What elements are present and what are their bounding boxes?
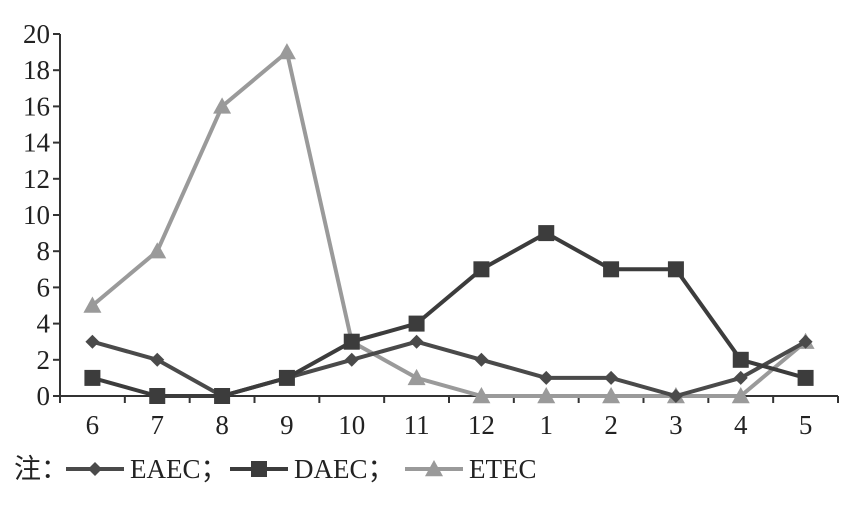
series-layer: [83, 43, 815, 404]
legend: 注： EAEC； DAEC； ETEC: [14, 454, 537, 484]
legend-item-etec: ETEC: [405, 454, 537, 484]
daec-point: [278, 369, 295, 386]
etec-point: [277, 43, 296, 60]
eaec-point: [474, 352, 489, 367]
x-tick-label: 10: [338, 410, 365, 440]
daec-point: [538, 225, 555, 242]
etec-point: [472, 387, 491, 404]
x-tick-label: 11: [404, 410, 430, 440]
y-tick-label: 18: [23, 55, 50, 85]
eaec-point: [539, 370, 554, 385]
daec-point: [214, 388, 231, 404]
series-etec: [83, 43, 815, 404]
series-line-daec: [91, 231, 807, 398]
legend-prefix: 注：: [14, 454, 68, 484]
y-tick-label: 4: [37, 309, 51, 339]
y-tick-label: 2: [37, 345, 51, 375]
etec-point: [537, 387, 556, 404]
y-tick-label: 20: [23, 19, 50, 49]
etec-point: [213, 97, 232, 114]
x-tick-label: 4: [734, 410, 748, 440]
x-tick-label: 5: [799, 410, 813, 440]
x-tick-label: 7: [151, 410, 165, 440]
daec-point: [473, 261, 490, 278]
x-tick-label: 12: [468, 410, 495, 440]
y-tick-label: 10: [23, 200, 50, 230]
y-tick-label: 6: [37, 272, 51, 302]
legend-label-etec: ETEC: [469, 454, 537, 484]
daec-point: [408, 315, 425, 332]
daec-point: [84, 369, 101, 386]
x-tick-label: 3: [669, 410, 683, 440]
etec-point: [148, 242, 167, 259]
eaec-point: [85, 334, 100, 349]
eaec-point: [344, 352, 359, 367]
etec-point: [83, 296, 102, 313]
y-tick-label: 16: [23, 91, 50, 121]
etec-point: [731, 387, 750, 404]
eaec-point: [150, 352, 165, 367]
etec-point: [407, 368, 426, 386]
legend-label-eaec: EAEC；: [130, 454, 228, 484]
series-eaec: [85, 334, 813, 403]
y-tick-label: 8: [37, 236, 51, 266]
legend-label-daec: DAEC；: [294, 454, 395, 484]
daec-point: [732, 351, 749, 368]
legend-item-eaec: EAEC；: [66, 454, 228, 484]
legend-marker-etec: [425, 460, 443, 477]
legend-marker-eaec: [88, 462, 102, 476]
daec-point: [667, 261, 684, 278]
eaec-point: [668, 389, 683, 403]
x-tick-label: 6: [86, 410, 100, 440]
daec-point: [603, 261, 620, 278]
x-tick-label: 9: [280, 410, 294, 440]
eaec-point: [409, 334, 424, 349]
series-daec: [84, 225, 814, 404]
y-tick-label: 12: [23, 164, 50, 194]
legend-item-daec: DAEC；: [230, 454, 395, 484]
eaec-point: [604, 370, 619, 385]
y-tick-label: 14: [23, 128, 51, 158]
series-line-etec: [91, 50, 807, 398]
legend-marker-daec: [251, 461, 267, 477]
y-tick-label: 0: [37, 381, 51, 411]
x-tick-label: 2: [604, 410, 618, 440]
series-line-eaec: [91, 339, 807, 398]
x-tick-label: 8: [215, 410, 229, 440]
eaec-point: [733, 370, 748, 385]
daec-point: [797, 369, 814, 386]
x-tick-label: 1: [540, 410, 554, 440]
eaec-point: [798, 334, 813, 349]
daec-point: [149, 388, 166, 404]
daec-point: [343, 333, 360, 350]
etec-point: [602, 387, 621, 404]
